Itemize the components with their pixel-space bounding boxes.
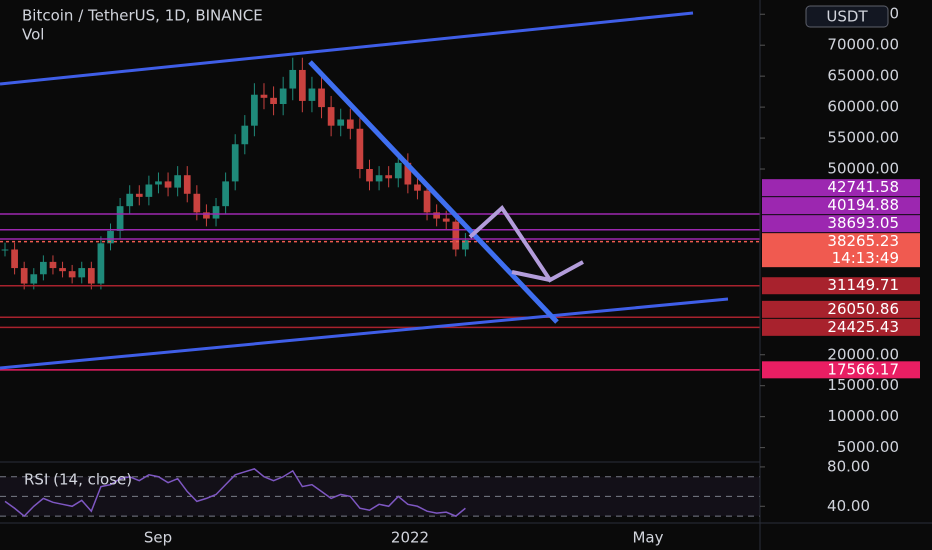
candle-body xyxy=(442,218,450,222)
candle-body xyxy=(183,175,191,194)
countdown: 14:13:49 xyxy=(832,249,899,267)
candle-body xyxy=(260,94,268,98)
candle-body xyxy=(30,274,38,284)
price-tag-label: 38693.05 xyxy=(827,214,899,232)
candle-body xyxy=(318,88,325,108)
candle-body xyxy=(327,107,335,126)
price-tag-label: 26050.86 xyxy=(827,300,899,318)
rsi-tick-label: 40.00 xyxy=(827,497,870,515)
candle-body xyxy=(145,184,153,197)
price-tag xyxy=(762,318,920,336)
candle-body xyxy=(337,119,345,126)
y-tick-label: 10000.00 xyxy=(827,407,899,425)
candle-body xyxy=(241,125,249,145)
chart-title: Bitcoin / TetherUS, 1D, BINANCE xyxy=(22,7,263,25)
volume-label: Vol xyxy=(22,26,44,44)
candle-body xyxy=(135,193,143,197)
candle-body xyxy=(231,144,239,182)
candle-body xyxy=(174,175,182,188)
candle-body xyxy=(68,271,76,278)
y-tick-label: 50000.00 xyxy=(827,160,899,178)
candle-body xyxy=(462,240,469,250)
projection-arrow xyxy=(511,270,551,282)
candle-body xyxy=(279,88,287,105)
candle-body xyxy=(251,94,258,126)
time-label: May xyxy=(632,529,663,547)
trend-line xyxy=(308,60,559,324)
price-tag xyxy=(762,361,920,379)
rsi-line xyxy=(4,468,466,518)
candle-body xyxy=(164,181,172,188)
time-label: Sep xyxy=(144,529,172,547)
y-tick-label: 70000.00 xyxy=(827,36,899,54)
candle-body xyxy=(356,128,364,170)
y-tick-label: 20000.00 xyxy=(827,345,899,363)
candle-body xyxy=(433,212,440,219)
price-tag xyxy=(762,300,920,318)
candle-body xyxy=(116,206,124,231)
price-tag xyxy=(762,233,920,268)
rsi-title: RSI (14, close) xyxy=(24,471,132,489)
y-tick-label: 15000.00 xyxy=(827,376,899,394)
price-tag-label: 24425.43 xyxy=(827,318,899,336)
candle-body xyxy=(97,243,105,284)
candle-body xyxy=(366,169,373,182)
candle-body xyxy=(193,193,201,213)
candle-body xyxy=(404,162,412,185)
candle-body xyxy=(423,190,431,213)
candle-body xyxy=(270,97,277,105)
candle-body xyxy=(107,230,114,244)
rsi-tick-label: 80.00 xyxy=(827,457,870,475)
y-tick-label: 65000.00 xyxy=(827,67,899,85)
projection-arrow xyxy=(468,204,584,283)
price-tag xyxy=(762,215,920,233)
candle-body xyxy=(346,119,354,129)
trend-line xyxy=(0,297,729,370)
y-tick-label: 60000.00 xyxy=(827,98,899,116)
price-tag-label: 40194.88 xyxy=(827,196,899,214)
price-tag xyxy=(762,197,920,215)
y-tick-label: 55000.00 xyxy=(827,129,899,147)
candle-body xyxy=(385,175,393,179)
candle-body xyxy=(20,268,28,284)
price-tag-label: 38265.23 xyxy=(827,232,899,250)
candle-body xyxy=(87,268,95,284)
candle-body xyxy=(375,175,383,182)
candle-body xyxy=(59,268,66,272)
candle-body xyxy=(1,249,9,251)
candle-body xyxy=(212,206,220,219)
candle-body xyxy=(298,69,306,101)
price-tag xyxy=(762,277,920,295)
candle-body xyxy=(394,162,402,179)
candle-body xyxy=(414,184,421,191)
candle-body xyxy=(40,261,47,275)
candle-body xyxy=(222,181,229,207)
price-tag xyxy=(762,179,920,197)
time-label: 2022 xyxy=(391,529,429,547)
candle-body xyxy=(155,181,162,185)
candle-body xyxy=(49,261,57,269)
price-tag-label: 42741.58 xyxy=(827,178,899,196)
candle-body xyxy=(452,221,460,250)
trend-line xyxy=(0,11,694,86)
candle-body xyxy=(308,88,316,101)
candle-body xyxy=(11,249,18,269)
candle-body xyxy=(78,268,86,278)
candle-body xyxy=(289,69,297,89)
candle-body xyxy=(203,212,210,219)
y-tick-label: 5000.00 xyxy=(837,438,899,456)
price-tag-label: 17566.17 xyxy=(827,360,899,378)
currency-box[interactable] xyxy=(805,5,889,28)
price-tag-label: 31149.71 xyxy=(827,276,899,294)
candle-body xyxy=(126,193,134,207)
currency[interactable]: USDT xyxy=(826,8,868,26)
